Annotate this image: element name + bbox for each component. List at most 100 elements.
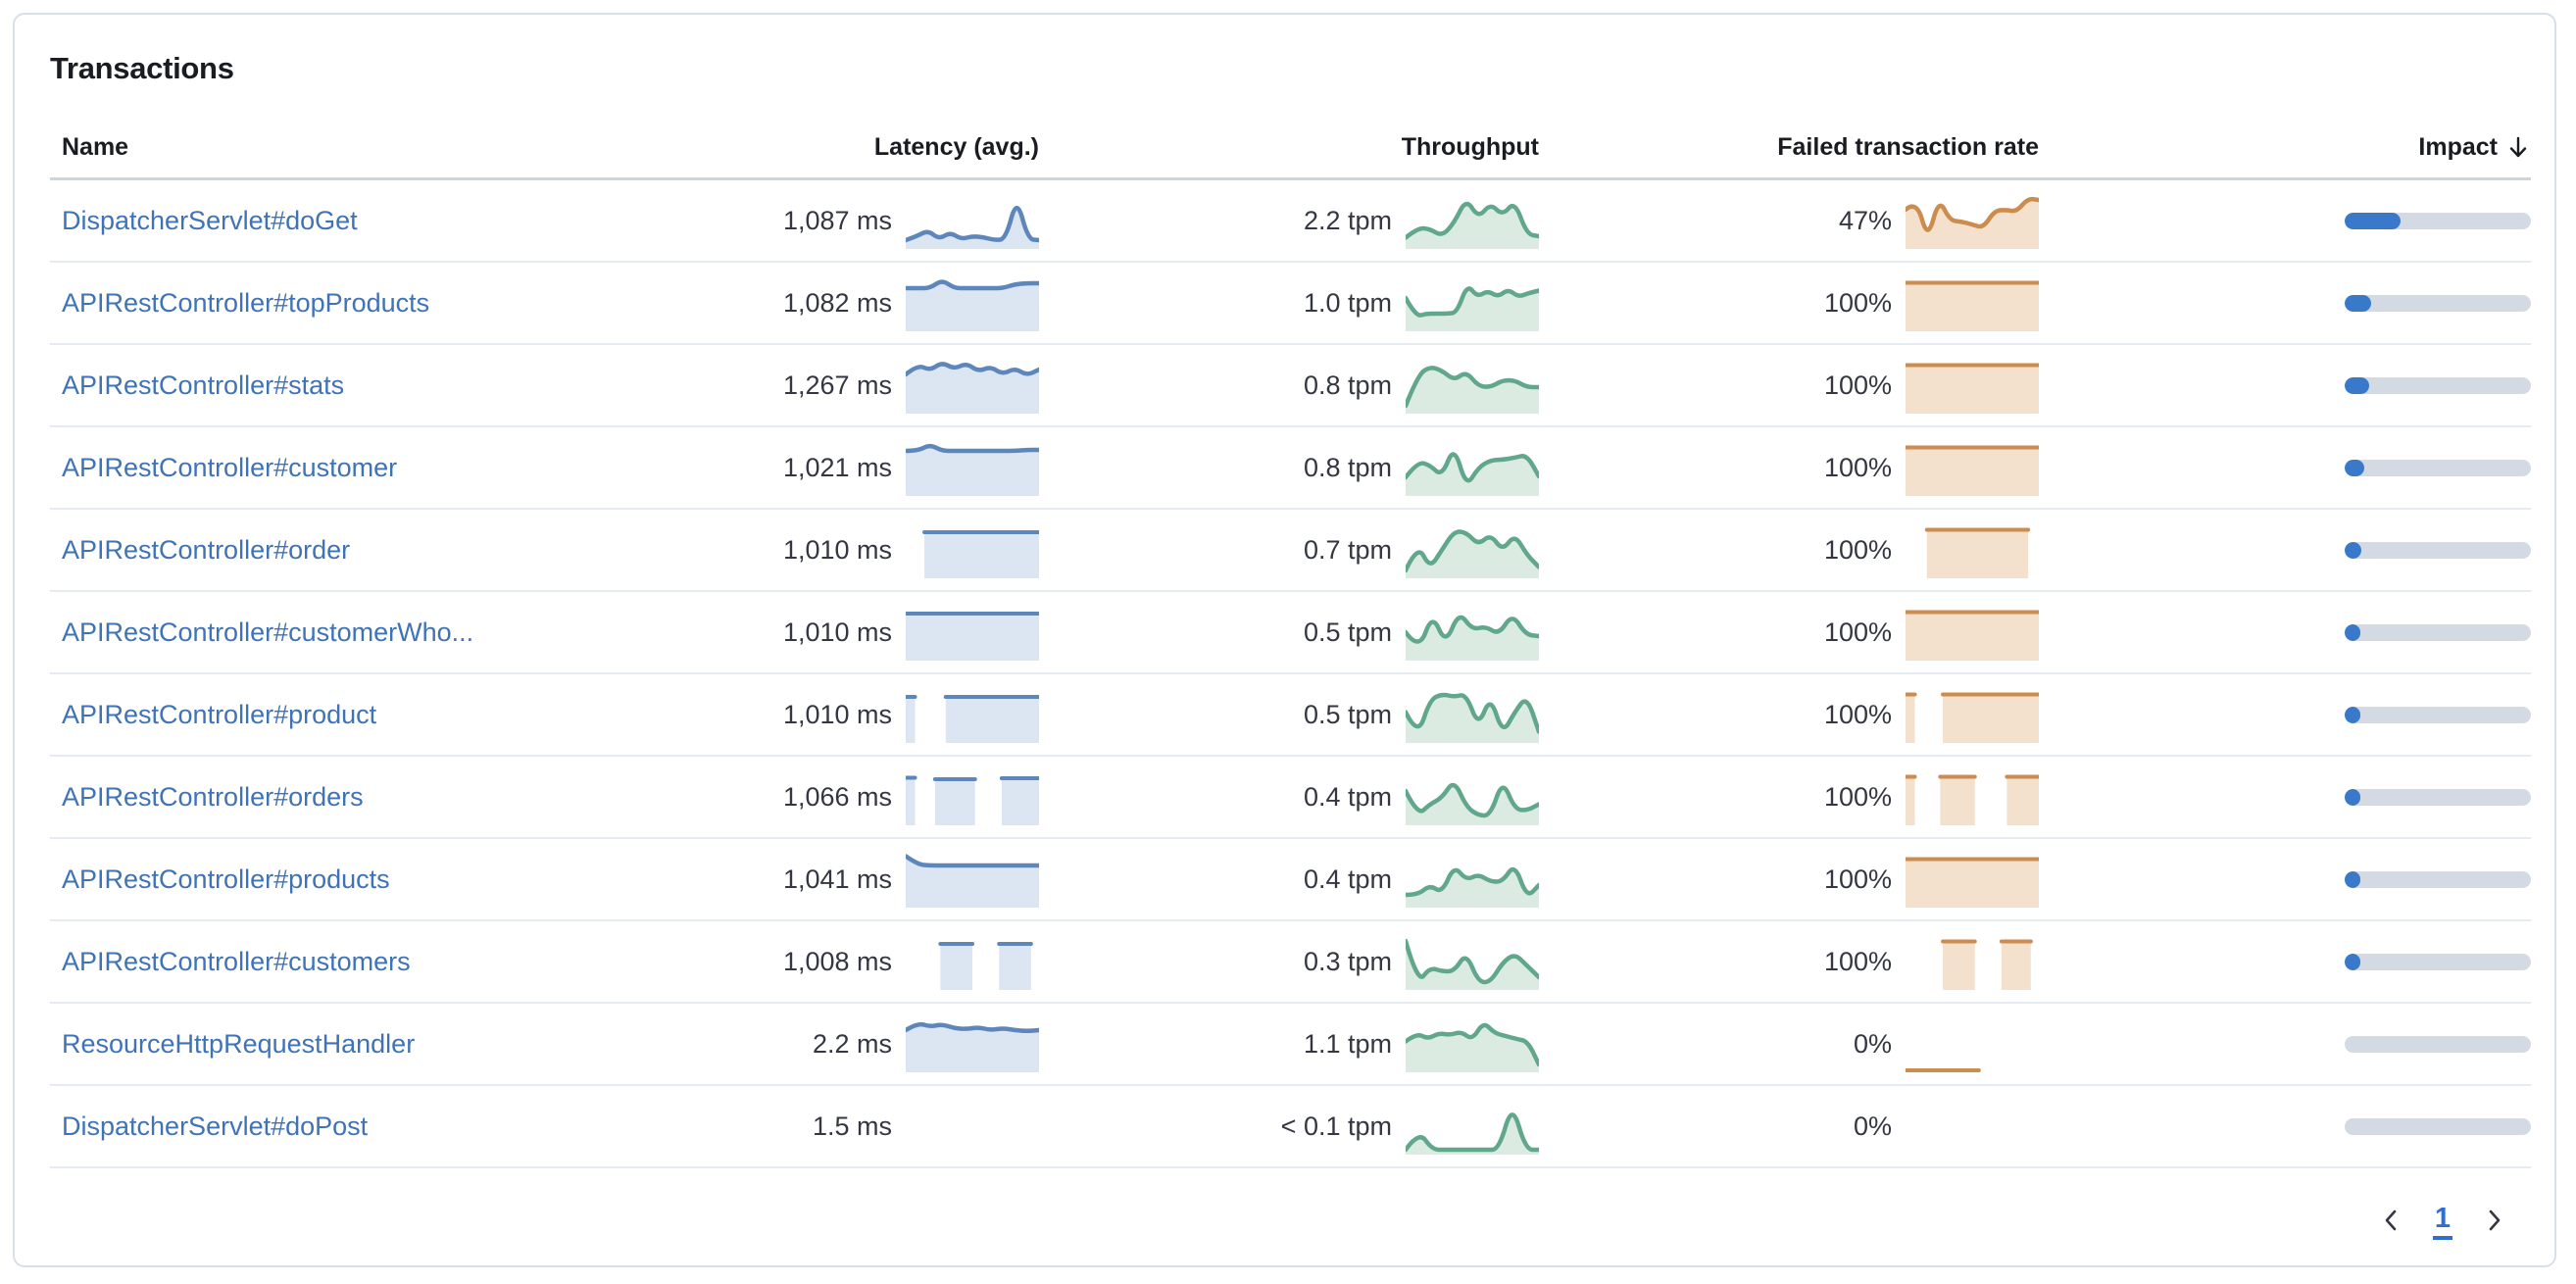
failed-rate-cell: 100%: [1539, 357, 2039, 414]
impact-bar: [2345, 541, 2531, 559]
latency-cell: 1,082 ms: [647, 274, 1039, 331]
failed-rate-value: 100%: [1823, 781, 1892, 812]
latency-sparkline: [906, 439, 1039, 496]
throughput-cell: 0.7 tpm: [1039, 521, 1539, 578]
transaction-name-link[interactable]: APIRestController#products: [62, 864, 390, 894]
latency-value: 1,010 ms: [782, 617, 892, 647]
transaction-name-link[interactable]: APIRestController#stats: [62, 370, 345, 400]
latency-sparkline: [906, 1015, 1039, 1072]
transaction-name-link[interactable]: APIRestController#topProducts: [62, 287, 430, 318]
failed-rate-sparkline: [1906, 768, 2039, 825]
latency-sparkline: [906, 851, 1039, 908]
pagination: 1: [15, 1168, 2554, 1242]
throughput-sparkline: [1406, 1015, 1539, 1072]
page-number-1[interactable]: 1: [2432, 1204, 2452, 1240]
throughput-cell: 1.0 tpm: [1039, 274, 1539, 331]
impact-bar-fill: [2345, 788, 2360, 806]
latency-value: 1,008 ms: [782, 946, 892, 976]
column-header-impact[interactable]: Impact: [2039, 133, 2531, 162]
latency-cell: 1,021 ms: [647, 439, 1039, 496]
table-row: APIRestController#product 1,010 ms 0.5 t…: [50, 674, 2531, 757]
latency-cell: 1,267 ms: [647, 357, 1039, 414]
failed-rate-sparkline: [1906, 439, 2039, 496]
name-cell: APIRestController#products: [50, 864, 647, 895]
impact-cell: [2039, 623, 2531, 641]
failed-rate-cell: 100%: [1539, 686, 2039, 743]
impact-cell: [2039, 953, 2531, 970]
failed-rate-value: 100%: [1823, 370, 1892, 400]
impact-cell: [2039, 706, 2531, 723]
throughput-value: 0.5 tpm: [1303, 617, 1392, 647]
failed-rate-cell: 0%: [1539, 1098, 2039, 1155]
transaction-name-link[interactable]: DispatcherServlet#doGet: [62, 205, 358, 235]
name-cell: APIRestController#customer: [50, 453, 647, 483]
throughput-sparkline: [1406, 851, 1539, 908]
name-cell: APIRestController#product: [50, 700, 647, 730]
latency-cell: 1,087 ms: [647, 192, 1039, 249]
throughput-value: 0.4 tpm: [1303, 781, 1392, 812]
column-header-failed-rate[interactable]: Failed transaction rate: [1777, 132, 2039, 161]
column-header-name[interactable]: Name: [62, 132, 129, 161]
name-cell: APIRestController#customers: [50, 947, 647, 977]
impact-bar-fill: [2345, 953, 2360, 970]
impact-bar-fill: [2345, 212, 2401, 229]
latency-cell: 1,008 ms: [647, 933, 1039, 990]
latency-value: 1,066 ms: [782, 781, 892, 812]
name-cell: ResourceHttpRequestHandler: [50, 1029, 647, 1060]
table-row: APIRestController#order 1,010 ms 0.7 tpm…: [50, 510, 2531, 592]
transaction-name-link[interactable]: APIRestController#customers: [62, 946, 411, 976]
transactions-table: Name Latency (avg.) Throughput Failed tr…: [50, 117, 2531, 1168]
name-cell: APIRestController#orders: [50, 782, 647, 813]
impact-bar-fill: [2345, 459, 2364, 476]
throughput-cell: 0.3 tpm: [1039, 933, 1539, 990]
impact-cell: [2039, 788, 2531, 806]
column-header-throughput[interactable]: Throughput: [1401, 132, 1539, 161]
latency-cell: 1,010 ms: [647, 604, 1039, 661]
impact-bar: [2345, 1117, 2531, 1135]
table-row: APIRestController#customers 1,008 ms 0.3…: [50, 921, 2531, 1004]
transaction-name-link[interactable]: APIRestController#customer: [62, 452, 398, 482]
impact-bar: [2345, 623, 2531, 641]
failed-rate-value: 100%: [1823, 534, 1892, 565]
table-row: APIRestController#products 1,041 ms 0.4 …: [50, 839, 2531, 921]
name-cell: APIRestController#order: [50, 535, 647, 566]
latency-sparkline: [906, 686, 1039, 743]
throughput-sparkline: [1406, 439, 1539, 496]
failed-rate-value: 100%: [1823, 617, 1892, 647]
latency-value: 1,082 ms: [782, 287, 892, 318]
failed-rate-cell: 0%: [1539, 1015, 2039, 1072]
latency-cell: 1,041 ms: [647, 851, 1039, 908]
transaction-name-link[interactable]: APIRestController#customerWho...: [62, 617, 474, 647]
transaction-name-link[interactable]: DispatcherServlet#doPost: [62, 1111, 369, 1141]
throughput-value: 2.2 tpm: [1303, 205, 1392, 235]
impact-bar: [2345, 294, 2531, 312]
impact-cell: [2039, 294, 2531, 312]
transaction-name-link[interactable]: APIRestController#product: [62, 699, 377, 729]
column-header-impact-label: Impact: [2418, 132, 2498, 161]
failed-rate-cell: 100%: [1539, 521, 2039, 578]
name-cell: APIRestController#customerWho...: [50, 617, 647, 648]
throughput-value: 0.3 tpm: [1303, 946, 1392, 976]
transaction-name-link[interactable]: APIRestController#order: [62, 534, 351, 565]
failed-rate-cell: 100%: [1539, 274, 2039, 331]
failed-rate-value: 0%: [1853, 1028, 1892, 1059]
transaction-name-link[interactable]: ResourceHttpRequestHandler: [62, 1028, 416, 1059]
failed-rate-value: 100%: [1823, 699, 1892, 729]
impact-cell: [2039, 459, 2531, 476]
chevron-right-icon: [2484, 1206, 2505, 1238]
previous-page-button[interactable]: [2374, 1202, 2407, 1242]
chevron-left-icon: [2380, 1206, 2402, 1238]
next-page-button[interactable]: [2478, 1202, 2511, 1242]
latency-sparkline: [906, 521, 1039, 578]
latency-sparkline: [906, 274, 1039, 331]
transaction-name-link[interactable]: APIRestController#orders: [62, 781, 364, 812]
throughput-cell: 0.4 tpm: [1039, 851, 1539, 908]
latency-sparkline: [906, 768, 1039, 825]
latency-cell: 2.2 ms: [647, 1015, 1039, 1072]
column-header-latency[interactable]: Latency (avg.): [873, 132, 1039, 161]
name-cell: DispatcherServlet#doGet: [50, 206, 647, 236]
throughput-sparkline: [1406, 192, 1539, 249]
impact-bar-fill: [2345, 541, 2362, 559]
latency-cell: 1,010 ms: [647, 521, 1039, 578]
name-cell: APIRestController#stats: [50, 370, 647, 401]
